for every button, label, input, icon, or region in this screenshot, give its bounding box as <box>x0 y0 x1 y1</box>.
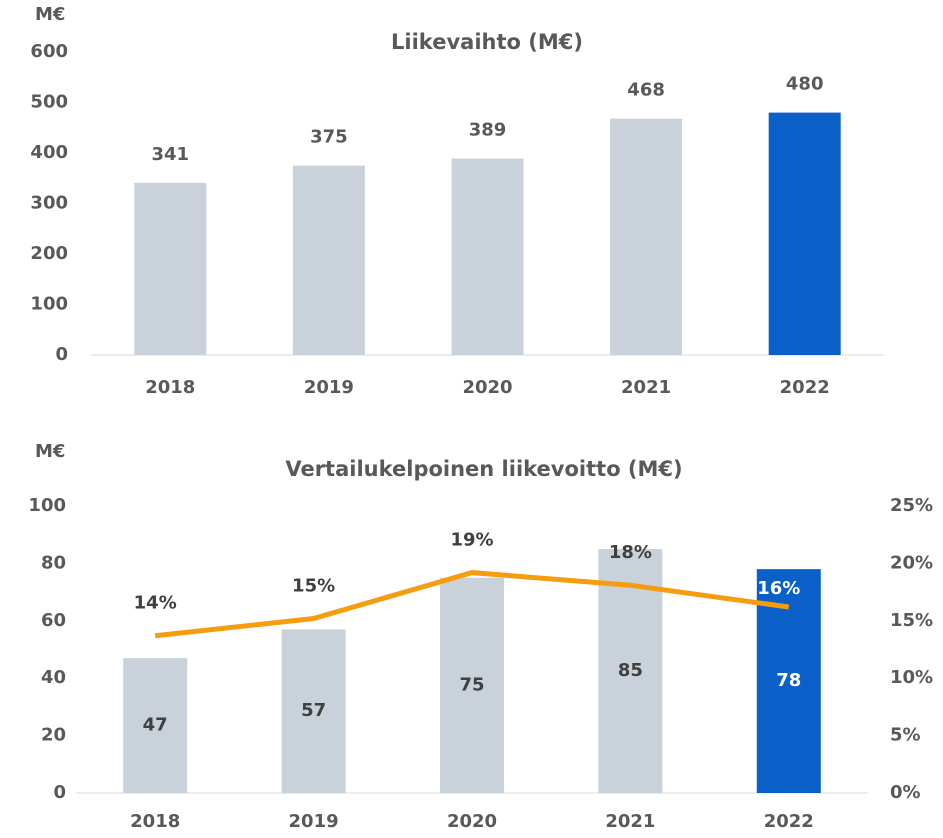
y-tick-label: 0 <box>53 782 66 803</box>
data-label: 16% <box>757 578 800 599</box>
x-tick-label: 2019 <box>304 377 354 398</box>
y-tick-label: 600 <box>30 41 68 62</box>
x-tick-label: 2022 <box>764 811 814 832</box>
bar <box>134 182 207 355</box>
chart-title: Liikevaihto (M€) <box>391 30 583 54</box>
y2-tick-label: 10% <box>890 667 933 688</box>
data-label: 389 <box>469 120 507 141</box>
bar <box>123 658 188 793</box>
y-axis-label: M€ <box>35 441 65 462</box>
data-label: 375 <box>310 127 348 148</box>
y-tick-label: 100 <box>28 495 66 516</box>
y-tick-label: 500 <box>30 92 68 113</box>
bar <box>610 118 683 355</box>
data-label: 57 <box>301 700 326 721</box>
x-tick-label: 2021 <box>605 811 655 832</box>
x-tick-label: 2020 <box>447 811 497 832</box>
data-label: 480 <box>786 74 824 95</box>
y-tick-label: 100 <box>30 294 68 315</box>
y-tick-label: 20 <box>41 725 66 746</box>
bar <box>281 629 346 793</box>
data-label: 18% <box>609 542 652 563</box>
y2-tick-label: 0% <box>890 782 921 803</box>
x-tick-label: 2018 <box>130 811 180 832</box>
data-label: 19% <box>450 530 493 551</box>
data-label: 15% <box>292 576 335 597</box>
y-tick-label: 80 <box>41 552 66 573</box>
line <box>154 570 790 639</box>
y-tick-label: 300 <box>30 193 68 214</box>
x-tick-label: 2019 <box>289 811 339 832</box>
data-label: 468 <box>627 80 665 101</box>
x-tick-label: 2022 <box>780 377 830 398</box>
y-axis-label: M€ <box>35 4 65 25</box>
bar <box>768 112 841 355</box>
data-label: 75 <box>459 674 484 695</box>
data-label: 78 <box>776 670 801 691</box>
y2-tick-label: 20% <box>890 552 933 573</box>
data-label: 14% <box>134 593 177 614</box>
bar <box>440 577 504 793</box>
y-tick-label: 400 <box>30 142 68 163</box>
bar <box>451 158 524 355</box>
data-label: 341 <box>152 144 190 165</box>
data-label: 47 <box>143 715 168 736</box>
x-tick-label: 2018 <box>145 377 195 398</box>
y-tick-label: 40 <box>41 667 66 688</box>
y2-tick-label: 5% <box>890 725 921 746</box>
y-tick-label: 0 <box>55 344 68 365</box>
data-label: 85 <box>618 660 643 681</box>
y2-tick-label: 15% <box>890 610 933 631</box>
y2-tick-label: 25% <box>890 495 933 516</box>
x-tick-label: 2020 <box>462 377 512 398</box>
x-tick-label: 2021 <box>621 377 671 398</box>
bar <box>292 165 365 355</box>
chart-title: Vertailukelpoinen liikevoitto (M€) <box>285 457 682 481</box>
y-tick-label: 60 <box>41 610 66 631</box>
y-tick-label: 200 <box>30 243 68 264</box>
